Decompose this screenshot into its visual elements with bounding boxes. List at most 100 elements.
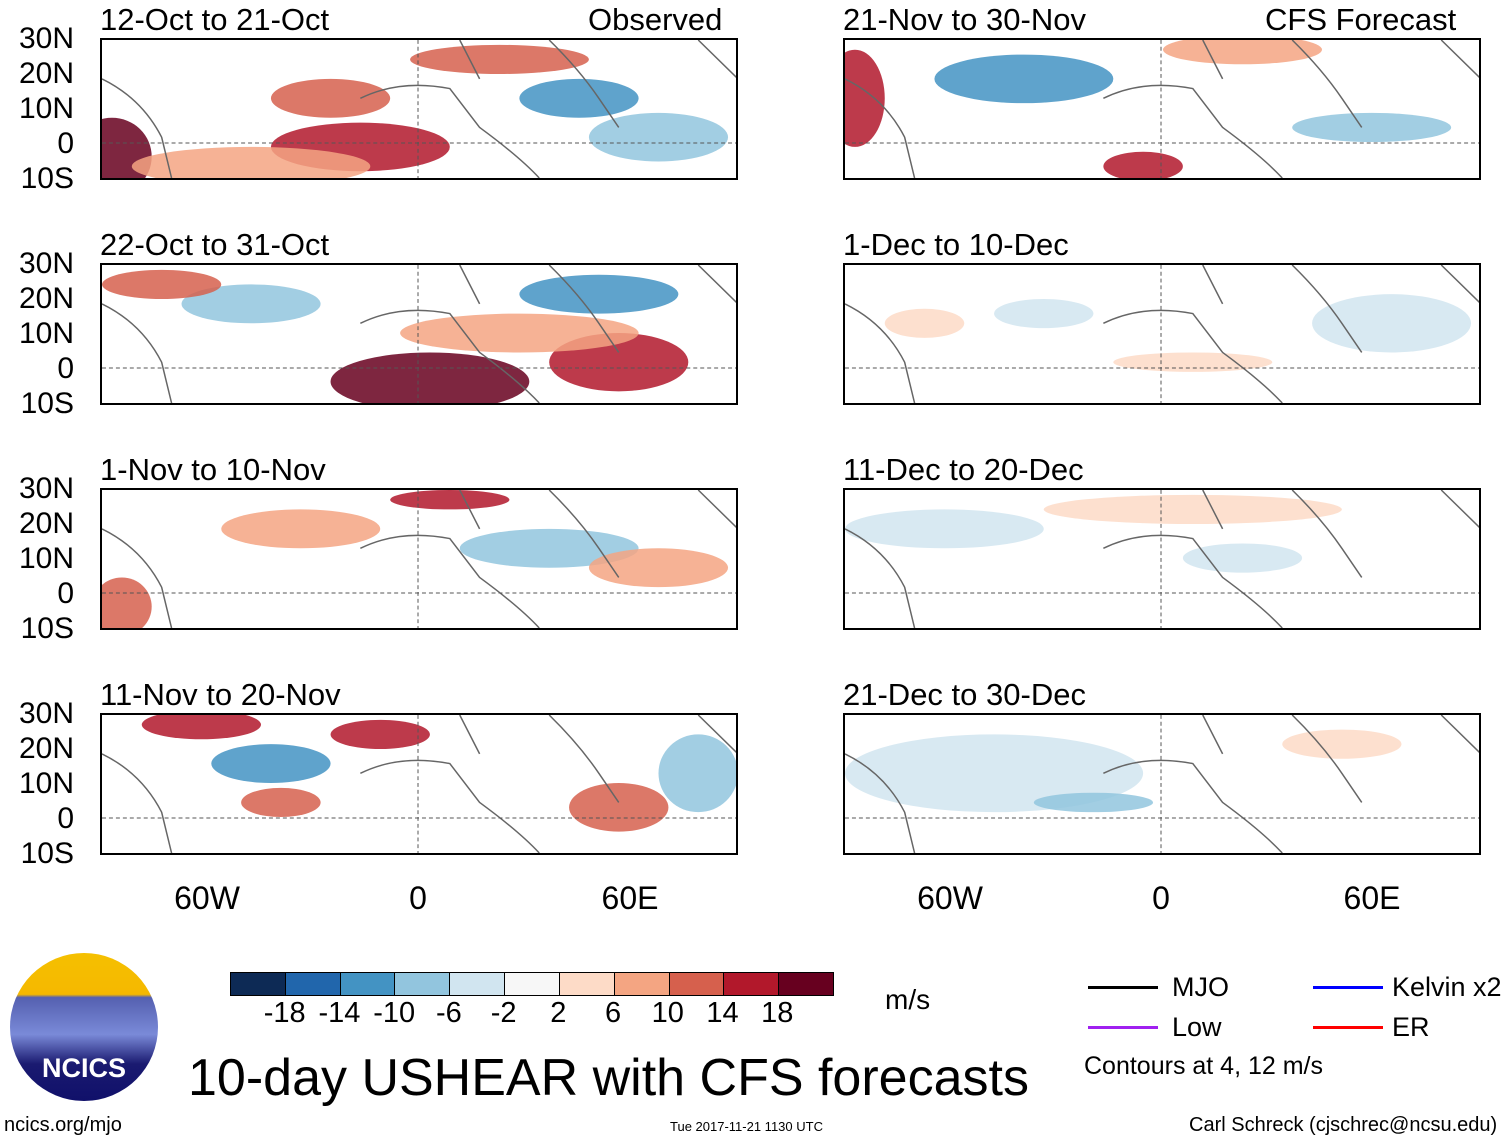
coastline [102,40,736,178]
contour-note: Contours at 4, 12 m/s [1084,1052,1324,1080]
logo-text: NCICS [41,1053,126,1083]
legend-line-er [1313,1026,1383,1029]
shear-shading [1282,729,1402,759]
longitude-label: 0 [409,880,427,916]
latitude-label: 0 [57,352,74,385]
panel-title: 1-Nov to 10-Nov [100,452,326,487]
shear-shading [410,44,589,75]
latitude-label: 10N [18,542,74,575]
shear-shading [270,78,391,118]
shear-shading [221,509,381,549]
longitude-label: 0 [1152,880,1170,916]
latitude-label: 30N [18,22,74,55]
legend-label: MJO [1172,972,1229,1002]
colorbar-label: -10 [373,997,416,1029]
shear-shading [181,284,321,324]
map-panel [843,38,1481,180]
panel-title: 11-Nov to 20-Nov [100,677,341,712]
coastline [845,715,1479,853]
colorbar-label: 2 [550,997,567,1029]
latitude-label: 20N [18,57,74,90]
latitude-label: 10N [18,317,74,350]
shear-shading [934,54,1114,104]
colorbar-label: 6 [605,997,622,1029]
latitude-label: 0 [57,127,74,160]
shear-shading [459,528,639,568]
shear-shading [519,78,639,118]
colorbar-swatch [285,973,341,995]
colorbar-swatch [231,973,286,995]
shear-shading [588,548,729,588]
shear-shading [102,269,222,300]
shear-shading [1103,151,1183,178]
coastline [102,490,736,628]
shear-shading [845,49,885,147]
shear-shading [1292,112,1452,143]
footer-url[interactable]: ncics.org/mjo [4,1114,122,1136]
forecast-header: CFS Forecast [1265,2,1457,37]
latitude-label: 0 [57,802,74,835]
colorbar-label: -6 [436,997,462,1029]
shear-shading [211,744,331,784]
latitude-label: 10S [20,162,74,195]
shear-shading [588,112,729,162]
map-panel [100,713,738,855]
latitude-label: 30N [18,472,74,505]
legend-line-low [1088,1026,1158,1029]
footer-author: Carl Schreck (cjschrec@ncsu.edu) [1189,1114,1498,1136]
shear-shading [1113,352,1273,372]
colorbar-label: -14 [318,997,361,1029]
colorbar-swatch [450,973,506,995]
observed-header: Observed [588,2,723,37]
colorbar-swatch [724,973,780,995]
shear-shading [1312,294,1472,353]
ncics-logo: NCICS [10,953,158,1101]
colorbar-label: 18 [761,997,794,1029]
latitude-label: 10N [18,92,74,125]
shear-shading [658,734,736,813]
latitude-label: 30N [18,247,74,280]
latitude-label: 10S [20,612,74,645]
legend-label: ER [1392,1012,1430,1042]
shear-shading [994,299,1094,329]
legend-line-mjo [1088,986,1158,989]
panel-title: 22-Oct to 31-Oct [100,227,330,262]
legend-label: Low [1172,1012,1222,1042]
panel-title: 11-Dec to 20-Dec [843,452,1084,487]
colorbar-label: 14 [706,997,739,1029]
latitude-label: 30N [18,697,74,730]
shear-shading [845,509,1044,549]
colorbar-label: -2 [490,997,517,1029]
shear-shading [330,352,530,403]
colorbar-swatch [395,973,451,995]
colorbar-swatch [779,973,833,995]
latitude-label: 10N [18,767,74,800]
colorbar-units: m/s [885,984,931,1015]
latitude-label: 20N [18,282,74,315]
longitude-label: 60E [601,880,659,916]
map-panel [100,38,738,180]
legend-line-kelvin [1313,986,1383,989]
colorbar-swatch [614,973,670,995]
legend-label: Kelvin x2 [1392,972,1502,1002]
colorbar-swatch [340,973,396,995]
longitude-label: 60E [1343,880,1401,916]
panel-title: 1-Dec to 10-Dec [843,227,1069,262]
colorbar-swatch [505,973,560,995]
panel-title: 12-Oct to 21-Oct [100,2,330,37]
longitude-label: 60W [174,880,240,916]
shear-shading [400,313,639,353]
shear-shading [102,577,152,628]
shear-shading [330,719,430,750]
colorbar-swatch [559,973,615,995]
colorbar-label: 10 [651,997,684,1029]
coastline [845,40,1479,178]
footer-timestamp: Tue 2017-11-21 1130 UTC [670,1119,823,1134]
coastline [845,490,1479,628]
map-panel [100,263,738,405]
latitude-label: 20N [18,507,74,540]
latitude-label: 10S [20,387,74,420]
latitude-label: 20N [18,732,74,765]
shear-shading [1033,792,1154,813]
shear-shading [131,146,371,178]
